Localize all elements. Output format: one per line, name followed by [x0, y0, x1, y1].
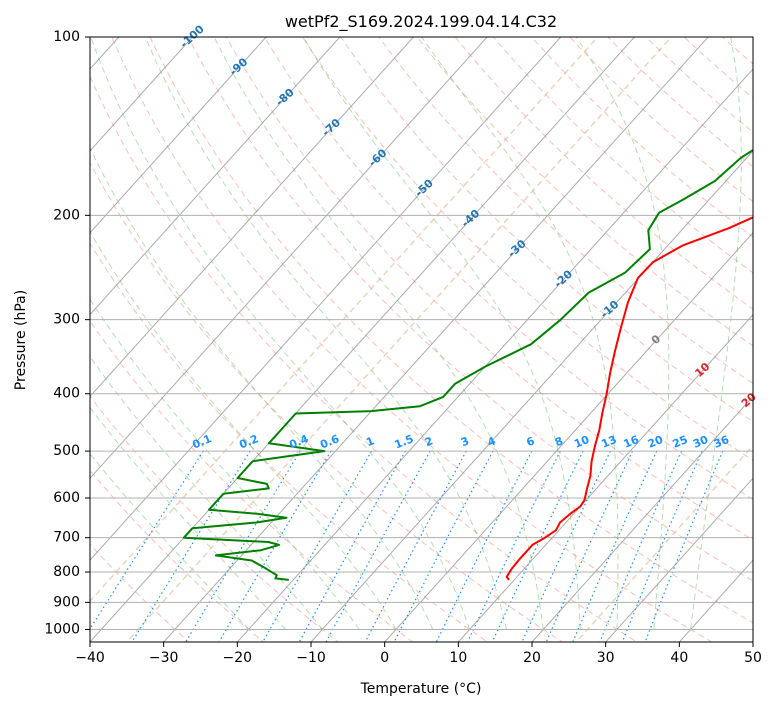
dry-adiabat	[497, 0, 775, 654]
mixing-ratio-label: 3	[459, 434, 471, 449]
mixing-ratio-line	[517, 451, 611, 654]
chart-title: wetPf2_S169.2024.199.04.14.C32	[285, 12, 557, 32]
y-tick-label: 300	[53, 312, 80, 328]
mixing-ratio-label: 1.5	[393, 432, 416, 451]
reference-line	[116, 0, 775, 654]
mixing-ratio-label: 36	[712, 433, 731, 451]
isotherm	[0, 0, 311, 654]
dry-adiabat	[464, 0, 775, 654]
x-tick-label: 20	[523, 650, 541, 666]
isotherm	[742, 0, 775, 654]
mixing-ratio-label: 8	[553, 434, 565, 449]
y-tick-label: 1000	[44, 621, 80, 637]
mixing-ratio-line	[541, 451, 632, 654]
mixing-ratio-line	[462, 451, 560, 654]
mixing-ratio-label: 13	[600, 433, 619, 451]
dry-adiabat	[0, 0, 202, 654]
x-axis-label: Temperature (°C)	[360, 681, 482, 697]
mixing-ratio-label: 10	[572, 433, 591, 451]
isotherm	[153, 0, 775, 654]
y-tick-label: 200	[53, 207, 80, 223]
y-tick-label: 500	[53, 443, 80, 459]
x-tick-label: 0	[380, 650, 389, 666]
y-tick-label: 400	[53, 386, 80, 402]
y-tick-label: 700	[53, 530, 80, 546]
dry-adiabat	[431, 0, 775, 654]
dry-adiabat	[596, 0, 775, 654]
background-lines	[0, 0, 775, 654]
x-tick-label: 10	[449, 650, 467, 666]
moist-adiabat	[0, 0, 322, 629]
dry-adiabat	[398, 0, 775, 654]
moist-adiabat	[273, 0, 580, 629]
moist-adiabat	[0, 0, 249, 629]
dry-adiabat	[299, 0, 775, 654]
x-tick-label: 30	[597, 650, 615, 666]
mixing-ratio-label: 2	[423, 434, 435, 449]
isotherm	[79, 0, 753, 654]
x-tick-label: −30	[149, 650, 179, 666]
isotherm	[521, 0, 775, 654]
dry-adiabat	[727, 0, 775, 654]
y-tick-label: 800	[53, 564, 80, 580]
mixing-ratio-label: 20	[646, 433, 665, 451]
mixing-ratio-line	[125, 451, 250, 654]
mixing-ratio-label: 25	[671, 433, 690, 451]
dry-adiabat	[233, 0, 775, 654]
mixing-ratio-label: 0.2	[237, 432, 260, 451]
reference-line	[565, 0, 775, 654]
mixing-ratio-line	[359, 451, 466, 654]
y-tick-label: 600	[53, 490, 80, 506]
mixing-ratio-label: 6	[525, 434, 537, 449]
isotherm	[6, 0, 680, 654]
mixing-ratio-line	[388, 451, 493, 654]
mixing-ratio-line	[641, 451, 723, 654]
x-tick-label: 40	[670, 650, 688, 666]
x-tick-label: −10	[296, 650, 326, 666]
dry-adiabat	[530, 0, 775, 654]
isotherm	[374, 0, 775, 654]
x-tick-label: −20	[223, 650, 253, 666]
mixing-ratio-line	[618, 451, 702, 654]
y-tick-label: 100	[53, 29, 80, 45]
dry-adiabat	[694, 0, 775, 654]
mixing-ratio-label: 16	[622, 433, 641, 451]
mixing-ratio-label: 30	[691, 433, 710, 451]
isotherm	[0, 0, 237, 654]
moist-adiabat	[691, 0, 742, 629]
reference-line	[42, 0, 716, 654]
dry-adiabat	[35, 0, 657, 654]
y-tick-label: 900	[53, 594, 80, 610]
x-tick-label: −40	[75, 650, 105, 666]
mixing-ratio-line	[74, 451, 203, 654]
x-tick-label: 50	[744, 650, 762, 666]
isotherm-label: 20	[739, 390, 759, 410]
y-axis-label: Pressure (hPa)	[13, 290, 29, 390]
mixing-ratio-line	[320, 451, 431, 654]
mixing-ratio-line	[256, 451, 372, 654]
mixing-ratio-label: 0.1	[191, 432, 214, 451]
isotherm	[669, 0, 775, 654]
mixing-ratio-line	[431, 451, 532, 654]
moist-adiabat	[73, 0, 470, 629]
isotherm	[227, 0, 775, 654]
moist-adiabat	[31, 0, 433, 629]
